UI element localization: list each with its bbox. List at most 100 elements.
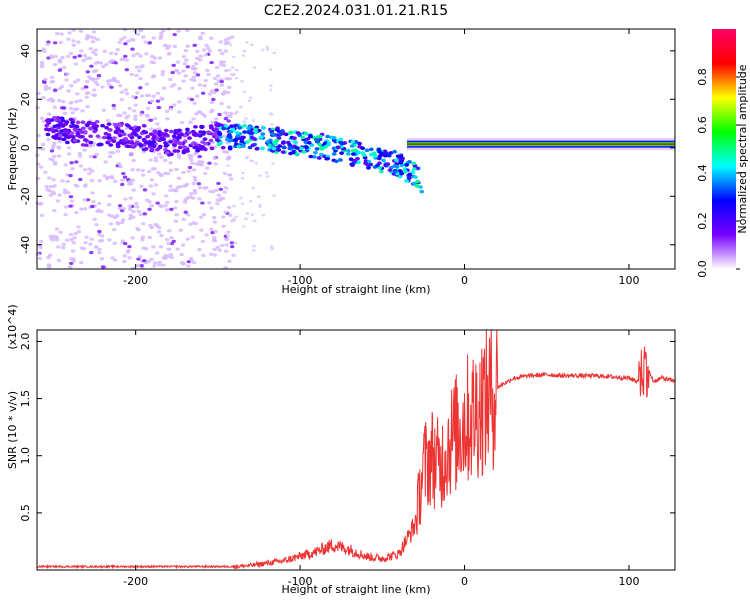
- noise-blob: [109, 58, 115, 63]
- noise-blob: [71, 241, 76, 245]
- noise-blob: [124, 68, 130, 72]
- noise-blob: [213, 162, 218, 166]
- noise-blob: [70, 249, 76, 253]
- noise-blob: [69, 261, 74, 266]
- noise-blob: [191, 168, 197, 172]
- trace-blob: [214, 135, 220, 139]
- noise-blob: [121, 171, 126, 176]
- noise-blob: [213, 117, 219, 121]
- trace-blob: [334, 159, 339, 164]
- trace-blob: [400, 156, 405, 161]
- noise-blob: [234, 68, 239, 72]
- noise-blob: [107, 154, 113, 159]
- noise-blob: [157, 152, 162, 156]
- noise-blob: [116, 162, 122, 166]
- noise-blob: [248, 199, 253, 203]
- trace-blob: [314, 139, 320, 144]
- noise-blob: [64, 205, 69, 209]
- noise-blob: [56, 245, 61, 249]
- noise-blob: [62, 65, 67, 70]
- noise-blob: [91, 36, 97, 40]
- trace-blob: [269, 132, 275, 136]
- noise-blob: [172, 44, 178, 48]
- noise-blob: [209, 60, 214, 65]
- trace-blob: [350, 163, 355, 168]
- trace-blob: [288, 130, 294, 135]
- noise-blob: [159, 233, 164, 238]
- trace-blob: [271, 140, 277, 145]
- noise-blob: [128, 182, 134, 186]
- noise-blob: [209, 206, 214, 210]
- noise-blob: [55, 238, 60, 242]
- trace-blob: [308, 154, 314, 159]
- noise-blob: [159, 96, 164, 100]
- trace-blob: [397, 174, 403, 179]
- trace-blob: [355, 156, 360, 161]
- noise-blob: [92, 217, 97, 221]
- noise-blob: [223, 38, 228, 42]
- noise-blob: [46, 112, 52, 116]
- noise-blob: [57, 68, 63, 72]
- noise-blob: [100, 265, 106, 269]
- noise-blob: [58, 40, 64, 45]
- noise-blob: [190, 86, 195, 90]
- trace-blob: [407, 172, 413, 177]
- noise-blob: [224, 243, 229, 247]
- noise-blob: [150, 167, 156, 171]
- noise-blob: [108, 51, 114, 55]
- noise-blob: [152, 261, 158, 265]
- noise-blob: [210, 108, 215, 112]
- trace-blob: [106, 133, 112, 137]
- noise-blob: [91, 200, 96, 204]
- noise-blob: [35, 106, 40, 110]
- noise-blob: [195, 49, 200, 53]
- noise-blob: [183, 74, 188, 78]
- noise-blob: [222, 171, 228, 176]
- noise-blob: [151, 192, 156, 196]
- noise-blob: [135, 32, 141, 36]
- noise-blob: [93, 61, 99, 65]
- noise-blob: [247, 99, 252, 103]
- trace-blob: [308, 134, 313, 139]
- colorbar-tick-label: 0.2: [696, 212, 709, 230]
- noise-blob: [220, 92, 226, 96]
- noise-blob: [181, 170, 186, 175]
- trace-blob: [63, 130, 69, 134]
- noise-blob: [241, 171, 245, 175]
- trace-blob: [143, 147, 149, 151]
- noise-blob: [123, 54, 128, 58]
- noise-blob: [39, 201, 44, 205]
- trace-blob: [287, 146, 293, 151]
- noise-blob: [200, 201, 205, 205]
- noise-blob: [240, 80, 244, 83]
- noise-blob: [139, 65, 144, 69]
- noise-blob: [61, 242, 66, 246]
- noise-blob: [105, 79, 111, 83]
- noise-blob: [142, 259, 147, 263]
- noise-blob: [149, 178, 155, 182]
- noise-blob: [198, 215, 204, 219]
- trace-blob: [242, 130, 247, 134]
- noise-blob: [85, 70, 91, 74]
- noise-blob: [207, 161, 212, 165]
- noise-blob: [244, 217, 248, 221]
- noise-blob: [269, 84, 273, 88]
- noise-blob: [82, 168, 88, 172]
- noise-blob: [231, 55, 236, 59]
- noise-blob: [78, 177, 83, 182]
- noise-blob: [79, 49, 84, 53]
- noise-blob: [209, 100, 214, 105]
- trace-blob: [46, 128, 52, 132]
- noise-blob: [261, 213, 266, 217]
- noise-blob: [39, 116, 45, 120]
- noise-blob: [136, 209, 141, 214]
- noise-blob: [69, 84, 74, 88]
- noise-blob: [64, 78, 69, 82]
- trace-blob: [232, 138, 238, 143]
- noise-blob: [195, 56, 200, 60]
- noise-blob: [184, 58, 189, 62]
- noise-blob: [50, 98, 56, 103]
- noise-blob: [82, 53, 88, 58]
- noise-blob: [120, 182, 125, 187]
- noise-blob: [269, 113, 274, 116]
